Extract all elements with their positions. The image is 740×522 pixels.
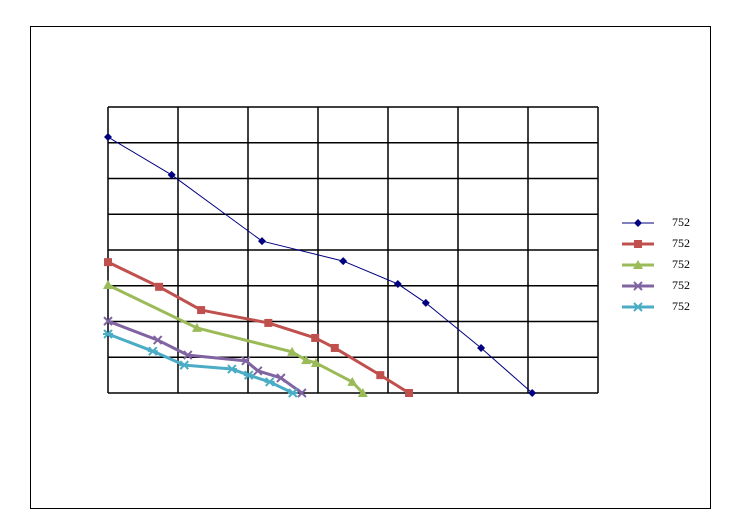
marker bbox=[633, 302, 643, 312]
marker bbox=[633, 281, 643, 291]
marker bbox=[103, 329, 113, 339]
marker bbox=[243, 370, 254, 380]
marker bbox=[634, 219, 642, 227]
marker bbox=[104, 133, 112, 142]
legend-label: 752 bbox=[672, 257, 690, 271]
marker bbox=[104, 258, 112, 267]
series-line bbox=[107, 260, 410, 395]
marker bbox=[191, 322, 202, 332]
marker bbox=[253, 366, 263, 376]
marker bbox=[152, 335, 163, 345]
legend-label: 752 bbox=[672, 215, 690, 229]
marker bbox=[287, 346, 298, 356]
chart-border bbox=[30, 26, 711, 509]
legend-label: 752 bbox=[672, 236, 690, 250]
marker bbox=[287, 388, 298, 398]
marker bbox=[421, 298, 430, 307]
marker bbox=[528, 389, 537, 397]
marker bbox=[103, 316, 113, 326]
marker bbox=[179, 360, 190, 370]
marker bbox=[226, 364, 237, 374]
marker bbox=[264, 377, 275, 387]
marker bbox=[197, 306, 206, 315]
marker bbox=[405, 389, 413, 397]
marker bbox=[376, 371, 385, 380]
legend-label: 752 bbox=[672, 278, 690, 292]
marker bbox=[393, 279, 402, 288]
marker bbox=[347, 376, 358, 386]
series-line bbox=[107, 136, 533, 394]
marker bbox=[297, 388, 307, 398]
marker bbox=[183, 350, 193, 360]
marker bbox=[310, 357, 321, 367]
marker bbox=[357, 388, 368, 397]
marker bbox=[264, 318, 273, 327]
marker bbox=[103, 280, 113, 290]
marker bbox=[167, 170, 176, 179]
marker bbox=[258, 237, 266, 246]
marker bbox=[241, 356, 251, 366]
marker bbox=[147, 346, 158, 356]
marker bbox=[634, 240, 642, 248]
marker bbox=[477, 343, 486, 352]
marker bbox=[276, 373, 286, 383]
marker bbox=[633, 260, 643, 269]
marker bbox=[339, 257, 348, 266]
marker bbox=[330, 343, 339, 352]
marker bbox=[311, 333, 320, 342]
marker bbox=[301, 355, 312, 365]
legend-label: 752 bbox=[672, 299, 690, 313]
marker bbox=[155, 282, 164, 291]
